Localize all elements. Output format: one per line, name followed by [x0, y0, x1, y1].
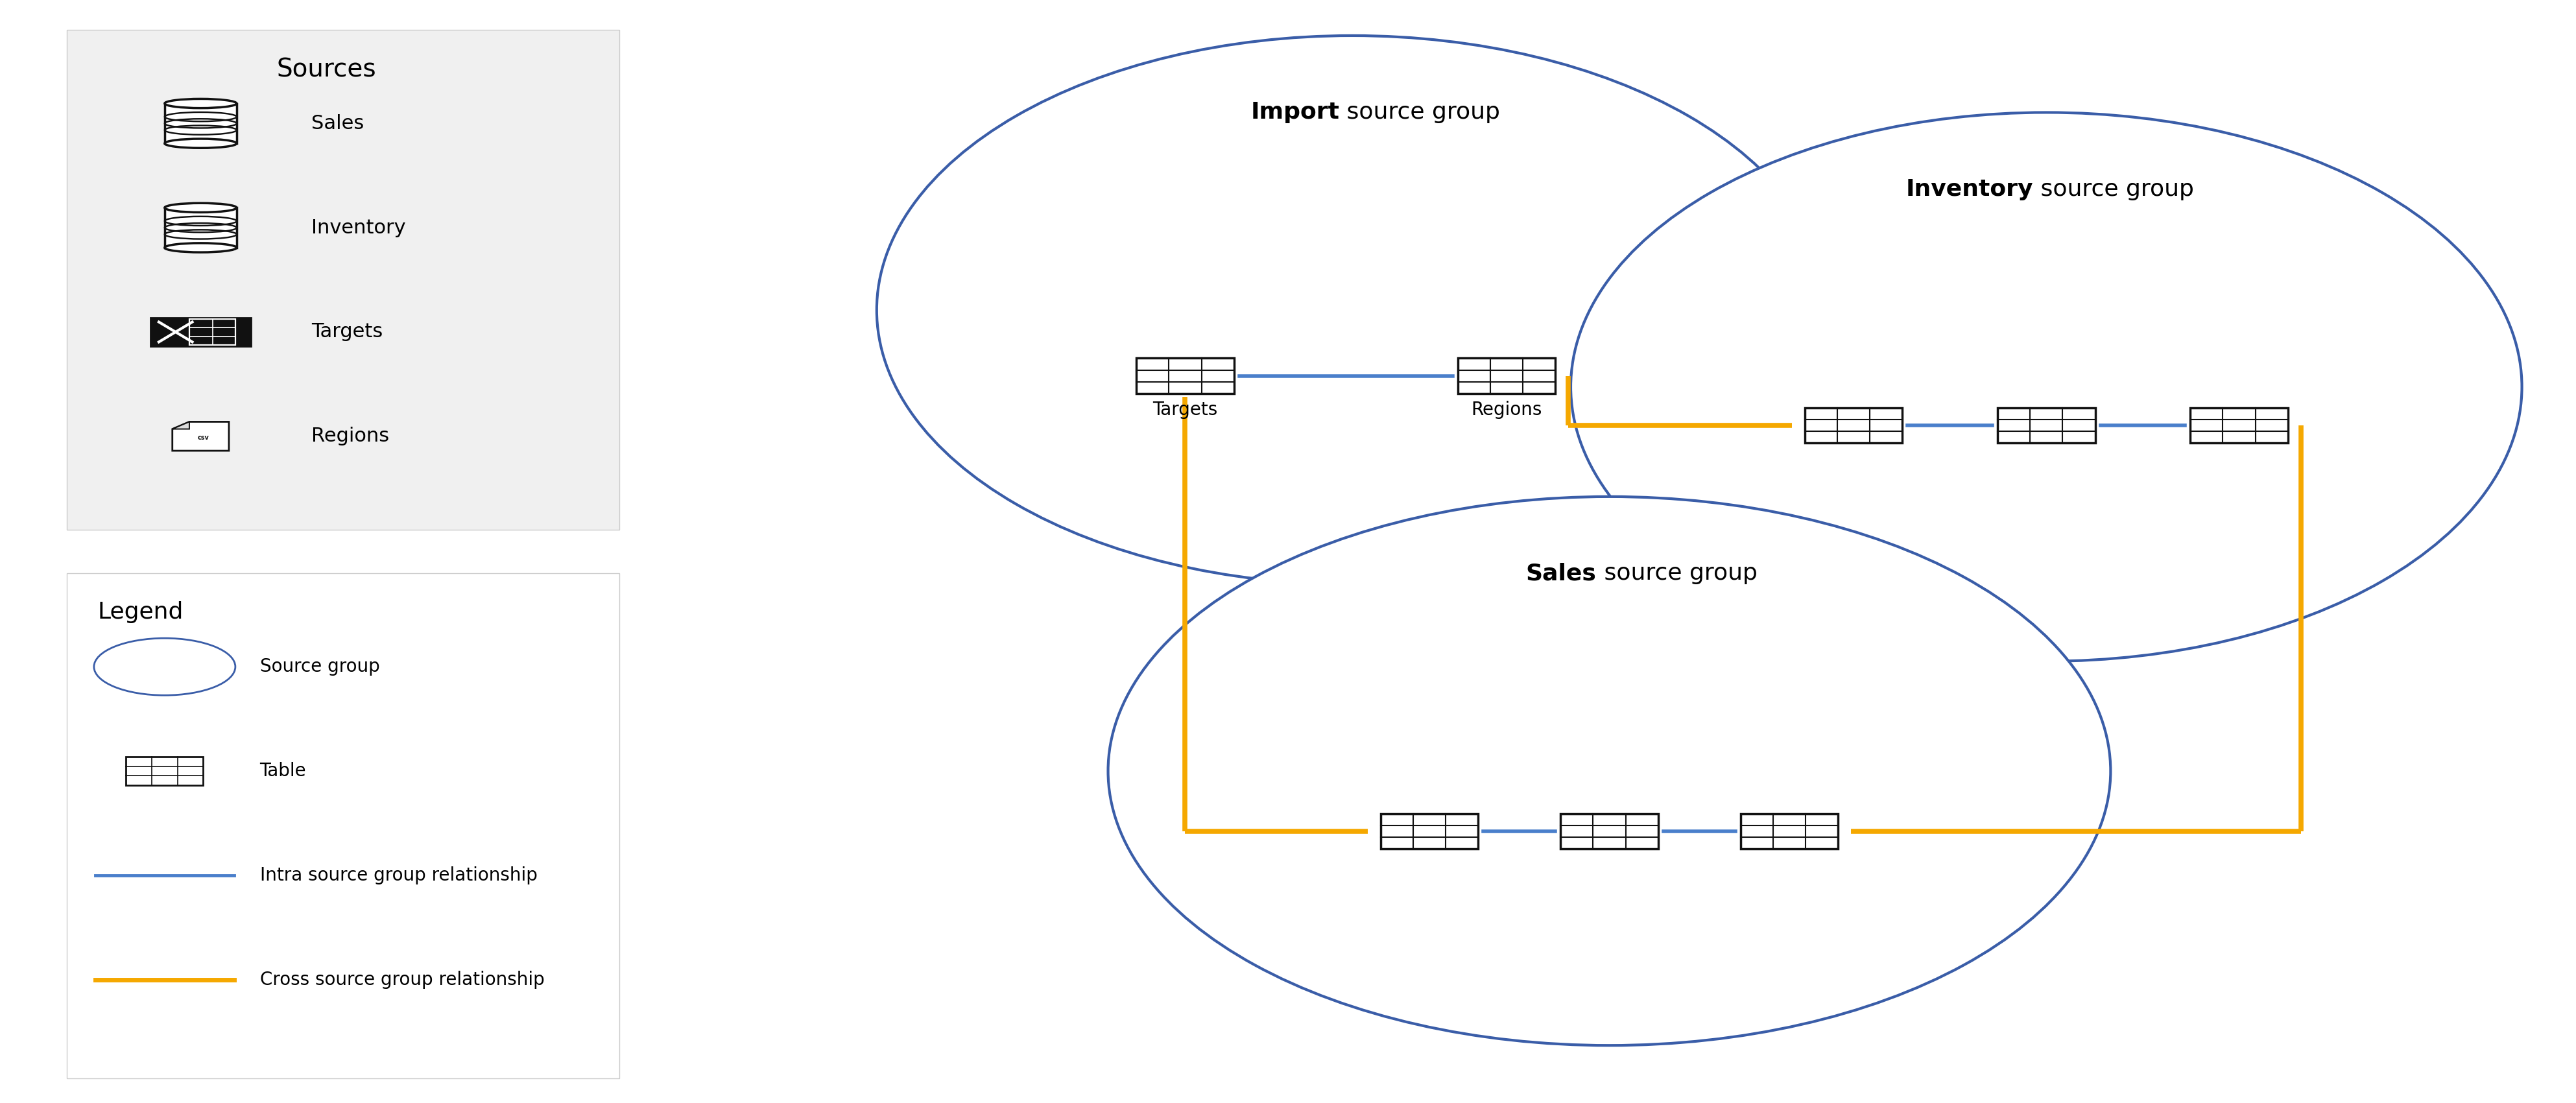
Polygon shape [173, 421, 188, 429]
Text: Table: Table [260, 762, 307, 780]
Text: Targets: Targets [1151, 400, 1218, 419]
Ellipse shape [165, 203, 237, 213]
Text: Regions: Regions [1471, 400, 1543, 419]
Polygon shape [173, 421, 229, 451]
Ellipse shape [165, 99, 237, 108]
FancyBboxPatch shape [1561, 814, 1659, 849]
Text: Intra source group relationship: Intra source group relationship [260, 866, 538, 885]
Text: Cross source group relationship: Cross source group relationship [260, 971, 544, 988]
FancyBboxPatch shape [191, 319, 237, 345]
FancyBboxPatch shape [1806, 407, 1901, 443]
Text: Legend: Legend [98, 601, 183, 623]
Text: Sales: Sales [1525, 563, 1597, 585]
FancyBboxPatch shape [1458, 358, 1556, 394]
Text: Sales: Sales [312, 114, 363, 132]
Ellipse shape [876, 35, 1829, 585]
FancyBboxPatch shape [1136, 358, 1234, 394]
Text: Regions: Regions [312, 427, 389, 446]
FancyBboxPatch shape [2190, 407, 2287, 443]
FancyBboxPatch shape [67, 30, 621, 529]
Text: Sources: Sources [276, 57, 376, 83]
Text: Inventory: Inventory [1906, 179, 2032, 201]
FancyBboxPatch shape [67, 574, 621, 1079]
FancyBboxPatch shape [165, 104, 237, 143]
Text: source group: source group [2032, 179, 2195, 201]
Text: source group: source group [1597, 563, 1757, 585]
FancyBboxPatch shape [149, 318, 250, 346]
Text: Inventory: Inventory [312, 218, 404, 237]
Text: Targets: Targets [312, 322, 384, 342]
FancyBboxPatch shape [126, 757, 204, 785]
Ellipse shape [1571, 113, 2522, 662]
Text: Source group: Source group [260, 657, 379, 676]
Ellipse shape [93, 639, 234, 695]
FancyBboxPatch shape [165, 207, 237, 248]
Text: Import: Import [1249, 101, 1340, 124]
Ellipse shape [165, 139, 237, 148]
FancyBboxPatch shape [1381, 814, 1479, 849]
Text: csv: csv [198, 435, 209, 441]
Ellipse shape [1108, 496, 2110, 1046]
FancyBboxPatch shape [1996, 407, 2094, 443]
FancyBboxPatch shape [1741, 814, 1839, 849]
Ellipse shape [165, 243, 237, 253]
Text: source group: source group [1340, 101, 1499, 124]
